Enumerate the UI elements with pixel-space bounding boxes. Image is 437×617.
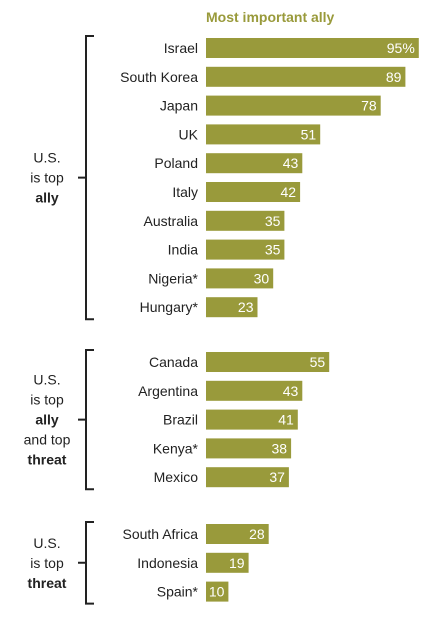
data-label: 43: [283, 155, 299, 171]
data-label: 28: [249, 526, 265, 542]
data-label: 95%: [387, 40, 415, 56]
bar: [206, 124, 321, 145]
data-label: 23: [238, 299, 254, 315]
data-label: 19: [229, 555, 245, 571]
bar: [206, 524, 269, 544]
data-label: 55: [310, 354, 326, 370]
category-label: Israel: [164, 40, 198, 56]
category-label: Poland: [154, 155, 198, 171]
data-label: 38: [272, 440, 288, 456]
data-label: 35: [265, 213, 281, 229]
bar: [206, 409, 298, 430]
bar: [206, 239, 285, 260]
group-label-line: is top: [30, 555, 64, 571]
category-label: Australia: [144, 213, 199, 229]
bar: [206, 210, 285, 231]
bar: [206, 352, 330, 372]
category-label: Italy: [172, 184, 198, 200]
group-label-line: is top: [30, 170, 64, 186]
data-label: 43: [283, 383, 299, 399]
group-label-line: and top: [24, 432, 71, 448]
data-label: 35: [265, 242, 281, 258]
group-label-line: U.S.: [33, 372, 60, 388]
bar: [206, 467, 289, 488]
category-label: India: [168, 242, 199, 258]
category-label: South Korea: [120, 69, 198, 85]
data-label: 41: [278, 412, 294, 428]
category-label: Hungary*: [140, 299, 199, 315]
category-label: Japan: [160, 98, 198, 114]
group-label-line: is top: [30, 392, 64, 408]
data-label: 78: [361, 98, 377, 114]
group-bracket: [78, 521, 94, 605]
group-label-line: ally: [35, 412, 59, 428]
group-label-line: U.S.: [33, 535, 60, 551]
category-label: Argentina: [138, 383, 198, 399]
group-bracket: [78, 349, 94, 491]
group-label-line: threat: [28, 452, 67, 468]
category-label: UK: [179, 126, 199, 142]
category-label: Nigeria*: [148, 270, 198, 286]
data-label: 30: [254, 270, 270, 286]
category-label: Mexico: [154, 469, 199, 485]
group-label-line: threat: [28, 575, 67, 591]
bars-layer: Israel 95% South Korea 89 Japan 78 UK 51 Poland 4…: [120, 38, 419, 602]
data-label: 51: [301, 126, 317, 142]
group-labels-layer: U.S. is top ally U.S. is top ally and top threa…: [24, 35, 94, 605]
bar: [206, 95, 381, 116]
bar: [206, 153, 303, 174]
group-bracket: [78, 35, 94, 321]
bar: [206, 380, 303, 401]
data-label: 42: [281, 184, 297, 200]
bar: [206, 182, 301, 202]
group-label-line: U.S.: [33, 150, 60, 166]
data-label: 89: [386, 69, 402, 85]
bar: [206, 38, 419, 58]
category-label: Indonesia: [137, 555, 198, 571]
category-label: Brazil: [163, 412, 198, 428]
bar: [206, 66, 406, 87]
category-label: Kenya*: [153, 440, 199, 456]
data-label: 37: [269, 469, 285, 485]
category-label: Spain*: [157, 584, 199, 600]
bar: [206, 268, 274, 289]
bar: [206, 552, 249, 573]
bar: [206, 297, 258, 318]
category-label: South Africa: [123, 526, 199, 542]
category-label: Canada: [149, 354, 198, 370]
data-label: 10: [209, 584, 225, 600]
bar: [206, 438, 292, 459]
group-label-line: ally: [35, 190, 59, 206]
chart-header: Most important ally: [206, 9, 335, 25]
bar: [206, 581, 229, 602]
